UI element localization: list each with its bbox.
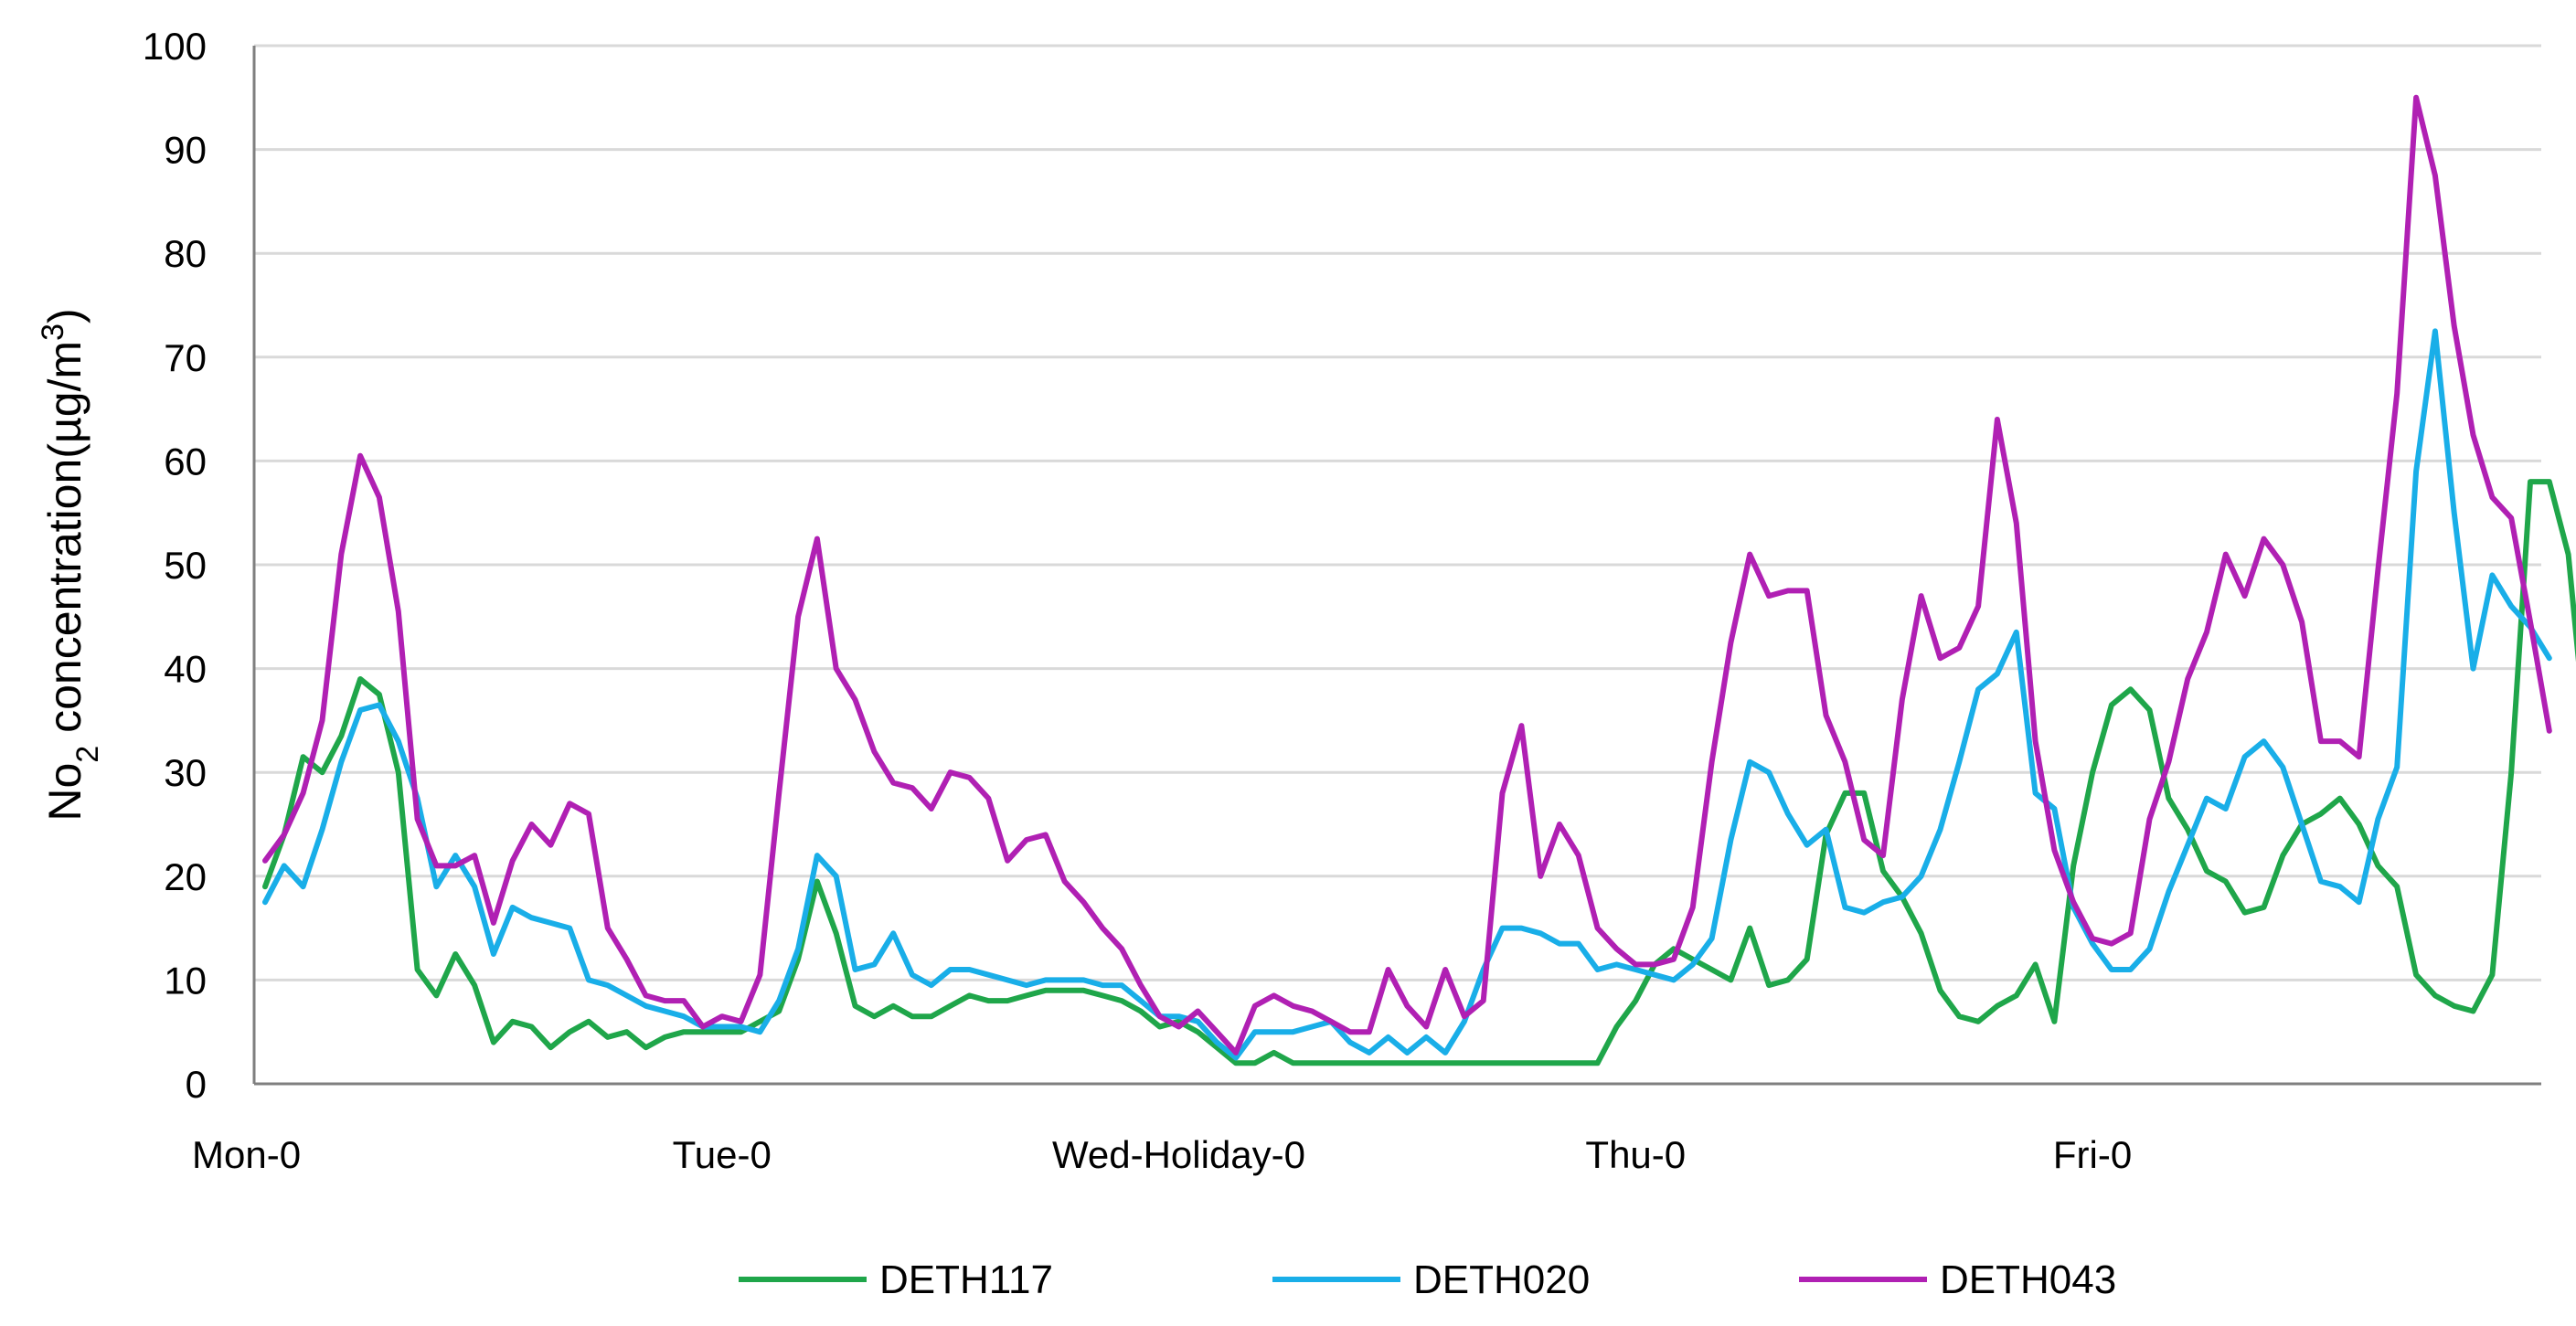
x-tick-label-72: Thu-0 bbox=[1585, 1133, 1686, 1176]
series-line-deth020 bbox=[262, 328, 2552, 1061]
y-tick-labels: 0 10 20 30 40 50 60 70 80 90 100 bbox=[143, 25, 207, 1106]
y-tick-label-90: 90 bbox=[164, 129, 207, 172]
x-tick-label-0: Mon-0 bbox=[192, 1133, 301, 1176]
x-tick-label-96: Fri-0 bbox=[2053, 1133, 2132, 1176]
y-tick-label-10: 10 bbox=[164, 959, 207, 1002]
y-tick-label-0: 0 bbox=[186, 1063, 207, 1106]
y-tick-label-100: 100 bbox=[143, 25, 207, 68]
y-axis-title-suffix: ) bbox=[39, 308, 90, 324]
series-line-deth117 bbox=[262, 479, 2576, 1066]
axes bbox=[252, 46, 2541, 1086]
y-axis-title-middle: concentration(µg/m bbox=[39, 341, 90, 746]
series-lines bbox=[262, 94, 2576, 1066]
x-tick-labels: Mon-0 Tue-0 Wed-Holiday-0 Thu-0 Fri-0 bbox=[192, 1133, 2132, 1176]
x-tick-label-24: Tue-0 bbox=[673, 1133, 772, 1176]
series-line-deth043 bbox=[262, 94, 2552, 1055]
y-tick-label-20: 20 bbox=[164, 855, 207, 898]
y-tick-label-70: 70 bbox=[164, 336, 207, 379]
legend-label-deth043: DETH043 bbox=[1940, 1257, 2116, 1302]
y-axis-title-superscript: 3 bbox=[36, 324, 70, 341]
legend: DETH117 DETH020 DETH043 bbox=[739, 1257, 2116, 1302]
y-axis-title-prefix: No bbox=[39, 763, 90, 822]
y-axis-title-subscript: 2 bbox=[70, 746, 105, 763]
y-tick-label-60: 60 bbox=[164, 440, 207, 483]
legend-label-deth020: DETH020 bbox=[1413, 1257, 1590, 1302]
gridlines bbox=[254, 44, 2541, 981]
y-axis-title: No2 concentration(µg/m3) bbox=[36, 308, 105, 821]
legend-label-deth117: DETH117 bbox=[879, 1257, 1053, 1302]
y-tick-label-80: 80 bbox=[164, 232, 207, 275]
y-tick-label-40: 40 bbox=[164, 648, 207, 691]
y-tick-label-30: 30 bbox=[164, 751, 207, 794]
y-tick-label-50: 50 bbox=[164, 544, 207, 587]
x-tick-label-48: Wed-Holiday-0 bbox=[1052, 1133, 1305, 1176]
